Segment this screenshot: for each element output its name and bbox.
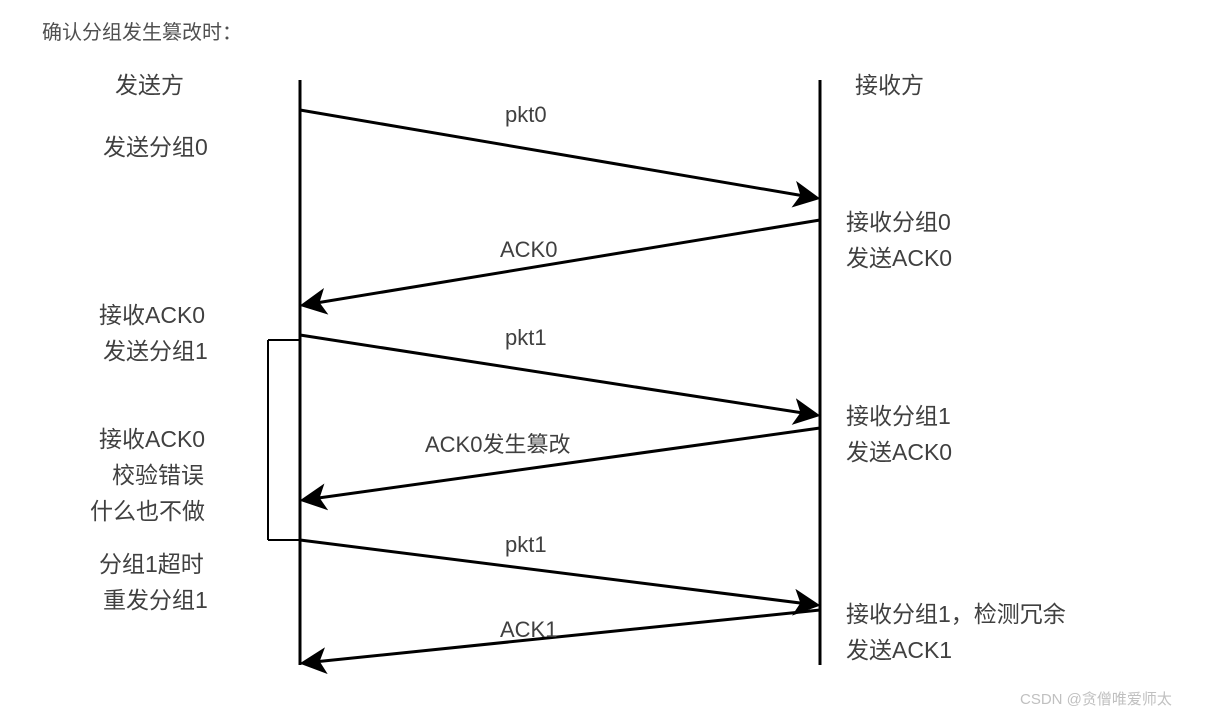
message-label-4: pkt1 [505, 532, 547, 558]
receiver-event-1: 发送ACK0 [846, 239, 952, 273]
message-label-1: ACK0 [500, 237, 557, 263]
message-label-5: ACK1 [500, 617, 557, 643]
watermark: CSDN @贪僧唯爱师太 [1020, 688, 1172, 709]
sender-event-4: 校验错误 [112, 456, 204, 490]
receiver-event-3: 发送ACK0 [846, 433, 952, 467]
sender-event-6: 分组1超时 [99, 545, 204, 579]
sender-event-3: 接收ACK0 [99, 420, 205, 454]
sender-event-2: 发送分组1 [103, 332, 208, 366]
receiver-header: 接收方 [855, 66, 924, 100]
message-label-2: pkt1 [505, 325, 547, 351]
message-label-0: pkt0 [505, 102, 547, 128]
message-label-3: ACK0发生篡改 [425, 427, 570, 459]
sender-header: 发送方 [115, 66, 184, 100]
sender-event-0: 发送分组0 [103, 128, 208, 162]
receiver-event-5: 发送ACK1 [846, 631, 952, 665]
receiver-event-2: 接收分组1 [846, 397, 951, 431]
receiver-event-4: 接收分组1，检测冗余 [846, 595, 1066, 629]
sender-event-7: 重发分组1 [103, 581, 208, 615]
diagram-title: 确认分组发生篡改时： [42, 16, 242, 45]
sender-event-1: 接收ACK0 [99, 296, 205, 330]
receiver-event-0: 接收分组0 [846, 203, 951, 237]
sender-event-5: 什么也不做 [90, 492, 205, 526]
